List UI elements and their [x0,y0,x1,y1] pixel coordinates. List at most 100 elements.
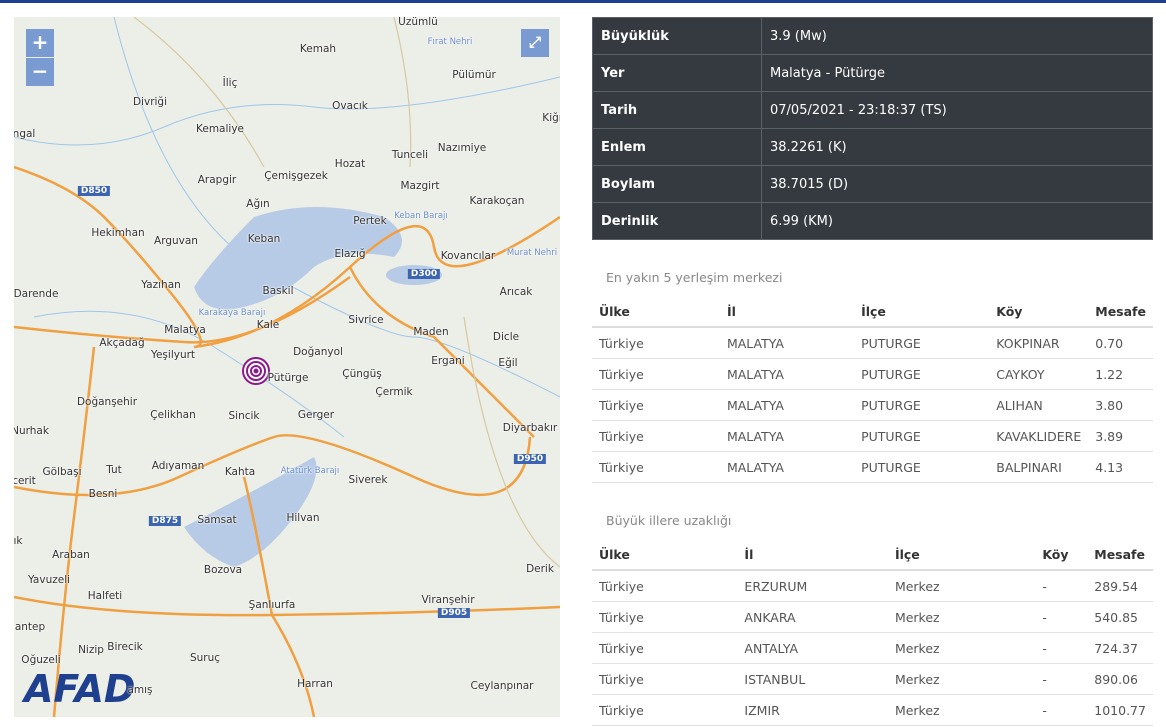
table-cell: - [1035,694,1088,726]
map-label: Doğanşehir [76,396,138,408]
table-cell: MALATYA [719,451,855,483]
map-label: Pertek [353,215,387,227]
table-row: Türkiye MALATYA PUTURGE KAVAKLIDERE 3.89 [592,420,1153,452]
top-bar [0,0,1166,3]
map-label: Doğanyol [293,346,343,358]
table-row: Türkiye MALATYA PUTURGE BALPINARI 4.13 [592,451,1153,483]
map-label: Kovancılar [440,250,496,262]
table-cell: Türkiye [592,327,720,359]
detail-label: Yer [592,54,762,92]
map-label: D850 [77,186,111,196]
column-header: İl [737,539,888,571]
table-cell: BALPINARI [989,451,1089,483]
table-row: Türkiye MALATYA PUTURGE CAYKOY 1.22 [592,358,1153,390]
map-label: Pütürge [267,372,309,384]
map-label: Siverek [348,474,388,486]
table-cell: 540.85 [1087,601,1153,633]
map-label: Yavuzeli [27,574,71,586]
map-label: Samsat [197,514,237,526]
table-row: Türkiye ANTALYA Merkez -724.37 [592,632,1153,664]
table-cell: - [1035,570,1088,602]
table-cell: MALATYA [719,389,855,421]
map-label: Oğuzeli [21,654,61,666]
map-label: Tunceli [391,149,429,161]
map-label: Tut [106,464,122,476]
map-label: Kahta [224,466,256,478]
map[interactable]: + − ⤢ AFAD Üzümlü Kemah Fırat Nehri Pülümür… [14,17,560,717]
detail-value: 38.7015 (D) [761,165,1153,203]
map-label: Suruç [189,652,221,664]
map-label: D875 [148,516,182,526]
table-row: Türkiye MALATYA PUTURGE KOKPINAR 0.70 [592,327,1153,359]
map-label: ngal [14,128,36,140]
map-label: Kemaliye [196,123,244,135]
map-label: Çüngüş [342,368,382,380]
map-label: Keban Barajı [394,211,448,221]
map-label: Ergani [431,355,465,367]
column-header: Ülke [592,539,738,571]
column-header: Köy [989,296,1089,328]
table-cell: 4.13 [1088,451,1153,483]
table-cell: Merkez [887,694,1036,726]
map-label: Baskil [262,285,294,297]
map-label: Birecik [107,641,143,653]
table-cell: KOKPINAR [989,327,1089,359]
map-label: Araban [52,549,90,561]
map-label: Ağın [246,198,270,210]
header-row: Ülke İl İlçe Köy Mesafe [592,539,1153,571]
map-label: Bozova [203,564,243,576]
detail-value: Malatya - Pütürge [761,54,1153,92]
map-label: Çelikhan [150,409,196,421]
detail-row: Tarih 07/05/2021 - 23:18:37 (TS) [592,91,1153,129]
map-label: Şanlıurfa [248,599,296,611]
map-label: Maden [413,326,449,338]
cities-table: Ülke İl İlçe Köy Mesafe Türkiye ERZURUM Merkez -… [592,539,1153,726]
map-label: Üzümlü [398,17,438,28]
map-label: Çermik [375,386,413,398]
map-label: Viranşehir [421,594,475,606]
map-label: Halfeti [87,590,123,602]
detail-value: 38.2261 (K) [761,128,1153,166]
map-label: cerit [14,475,36,487]
map-label: Ovacık [332,100,368,112]
cities-caption: Büyük illere uzaklığı [606,513,732,528]
table-cell: CAYKOY [989,358,1089,390]
detail-value: 07/05/2021 - 23:18:37 (TS) [761,91,1153,129]
table-cell: Türkiye [592,451,720,483]
table-cell: ANKARA [737,601,888,633]
map-label: D300 [407,269,441,279]
map-label: İliç [222,77,238,89]
map-label: Pülümür [452,69,496,81]
map-label: ık [14,535,23,547]
map-label: Dicle [492,331,520,343]
table-cell: 3.89 [1088,420,1153,452]
table-cell: Merkez [887,601,1036,633]
map-label: Gölbaşı [42,466,82,478]
map-label: D950 [513,454,547,464]
zoom-out[interactable]: − [26,58,54,86]
table-cell: 1010.77 [1087,694,1153,726]
zoom-in[interactable]: + [26,29,54,57]
map-label: antep [14,621,46,633]
nearest-caption: En yakın 5 yerleşim merkezi [606,270,783,285]
map-label: Eğil [498,357,518,369]
table-cell: MALATYA [719,358,855,390]
table-cell: PUTURGE [854,327,990,359]
detail-row: Derinlik 6.99 (KM) [592,202,1153,240]
table-row: Türkiye MALATYA PUTURGE ALIHAN 3.80 [592,389,1153,421]
map-label: Divriği [132,96,168,108]
table-cell: Türkiye [592,358,720,390]
column-header: Ülke [592,296,720,328]
nearest-table: Ülke İl İlçe Köy Mesafe Türkiye MALATYA PUTURGE… [592,296,1153,483]
map-label: Hekimhan [91,227,145,239]
fullscreen[interactable]: ⤢ [521,29,549,57]
map-label: Kemah [299,43,337,55]
table-cell: MALATYA [719,327,855,359]
table-cell: 890.06 [1087,663,1153,695]
table-cell: Merkez [887,570,1036,602]
map-label: Elazığ [334,248,366,260]
detail-row: Boylam 38.7015 (D) [592,165,1153,203]
map-label: Sivrice [348,314,384,326]
column-header: Köy [1035,539,1088,571]
table-cell: ISTANBUL [737,663,888,695]
